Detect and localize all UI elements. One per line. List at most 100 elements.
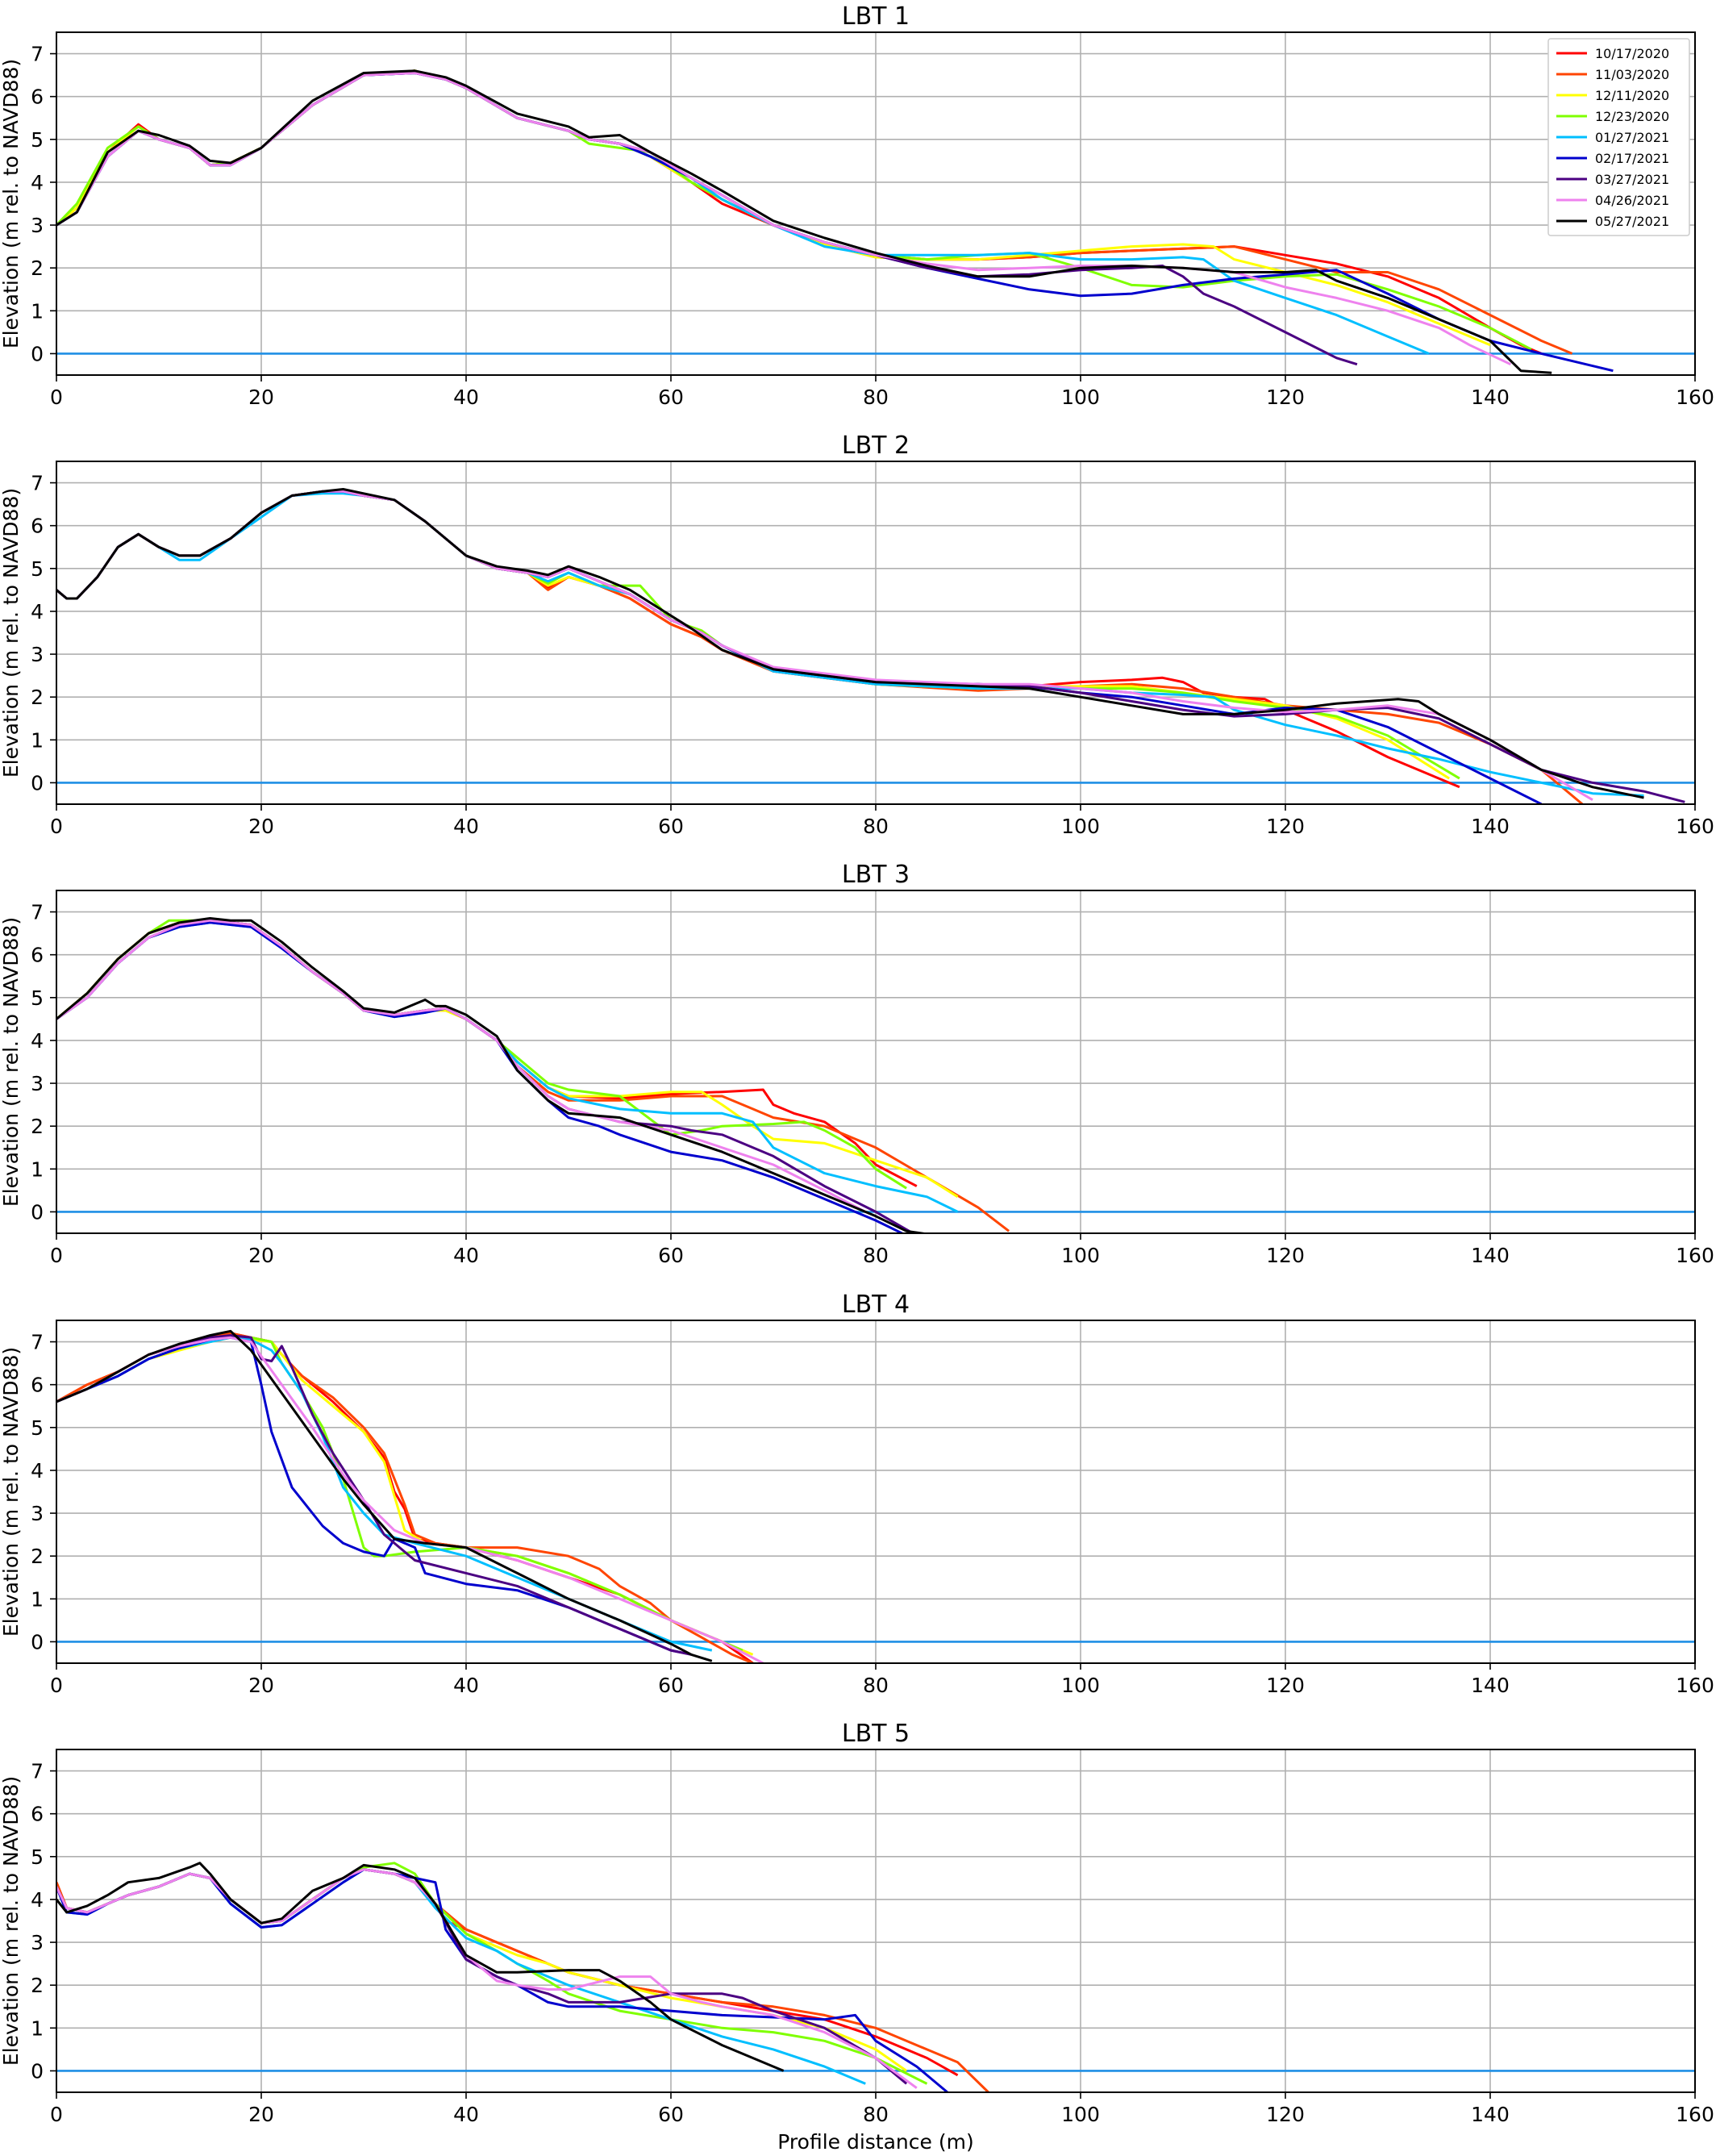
x-tick-label: 100 [1061,1244,1100,1267]
x-tick-label: 160 [1676,1674,1714,1697]
y-tick-label: 7 [31,1331,44,1354]
x-tick-label: 60 [658,1674,684,1697]
x-tick-label: 60 [658,2103,684,2126]
series-line-11-03-2020 [56,1868,989,2092]
y-tick-label: 1 [31,2016,44,2040]
y-tick-label: 2 [31,686,44,709]
y-tick-label: 4 [31,1029,44,1053]
x-tick-label: 160 [1676,2103,1714,2126]
x-tick-label: 80 [863,1244,889,1267]
x-tick-label: 120 [1266,1244,1305,1267]
y-tick-label: 6 [31,944,44,967]
x-tick-label: 140 [1471,2103,1510,2126]
y-tick-label: 4 [31,600,44,623]
y-tick-label: 5 [31,1845,44,1869]
series-line-12-11-2020 [56,69,1491,347]
x-tick-label: 160 [1676,386,1714,409]
y-axis-label: Elevation (m rel. to NAVD88) [0,488,23,778]
y-axis-label: Elevation (m rel. to NAVD88) [0,1776,23,2066]
legend-label: 12/11/2020 [1595,88,1669,103]
x-tick-label: 60 [658,1244,684,1267]
series-group [56,69,1614,374]
x-tick-label: 160 [1676,1244,1714,1267]
y-tick-label: 3 [31,1502,44,1525]
y-tick-label: 6 [31,85,44,109]
x-tick-label: 0 [50,815,63,838]
x-tick-label: 80 [863,815,889,838]
y-tick-label: 4 [31,171,44,194]
series-line-04-26-2021 [56,919,866,1213]
x-tick-label: 60 [658,815,684,838]
series-line-11-03-2020 [56,490,1584,804]
x-tick-label: 20 [248,2103,274,2126]
y-tick-label: 4 [31,1459,44,1483]
series-group [56,917,1010,1233]
y-tick-label: 0 [31,2059,44,2083]
y-axis-label: Elevation (m rel. to NAVD88) [0,917,23,1207]
y-tick-label: 1 [31,299,44,323]
x-tick-label: 140 [1471,1244,1510,1267]
x-tick-label: 140 [1471,1674,1510,1697]
y-tick-label: 5 [31,557,44,581]
x-tick-label: 20 [248,1244,274,1267]
y-tick-label: 1 [31,728,44,752]
x-tick-label: 0 [50,1244,63,1267]
series-line-03-27-2021 [56,490,1685,803]
series-line-12-11-2020 [56,919,959,1199]
y-tick-label: 2 [31,1115,44,1138]
y-tick-label: 0 [31,342,44,365]
y-tick-label: 6 [31,1374,44,1397]
x-tick-label: 120 [1266,386,1305,409]
series-line-05-27-2021 [56,69,1552,374]
legend-label: 05/27/2021 [1595,214,1669,229]
x-tick-label: 100 [1061,2103,1100,2126]
chart-title: LBT 2 [842,432,910,460]
chart-title: LBT 4 [842,1291,910,1319]
y-axis-label: Elevation (m rel. to NAVD88) [0,59,23,348]
series-line-01-27-2021 [56,1868,866,2085]
series-line-02-17-2021 [56,72,1614,373]
x-tick-label: 60 [658,386,684,409]
x-tick-label: 120 [1266,815,1305,838]
y-tick-label: 6 [31,515,44,538]
legend-label: 01/27/2021 [1595,130,1669,145]
x-tick-label: 100 [1061,386,1100,409]
series-line-10-17-2020 [56,1332,754,1663]
y-tick-label: 3 [31,1072,44,1095]
series-line-10-17-2020 [56,490,1460,789]
panel-2: 0 20 40 60 80 100 120 140 160 0 1 2 3 4 5 6 7 LBT 2 Elevat… [0,432,1714,838]
x-tick-label: 20 [248,1674,274,1697]
y-tick-label: 7 [31,43,44,66]
legend-label: 12/23/2020 [1595,109,1669,124]
series-line-05-27-2021 [56,1329,713,1662]
x-tick-label: 160 [1676,815,1714,838]
series-line-04-26-2021 [56,1868,918,2089]
x-tick-label: 0 [50,2103,63,2126]
x-tick-label: 40 [453,2103,479,2126]
series-line-03-27-2021 [56,72,1358,366]
chart-title: LBT 3 [842,861,910,889]
legend-label: 10/17/2020 [1595,46,1669,61]
series-line-02-17-2021 [56,1336,682,1654]
series-line-10-17-2020 [56,919,918,1187]
series-line-02-17-2021 [56,490,1543,804]
x-tick-label: 80 [863,2103,889,2126]
legend-label: 04/26/2021 [1595,193,1669,208]
panel-4: 0 20 40 60 80 100 120 140 160 0 1 2 3 4 5 6 7 LBT 4 Elevat… [0,1291,1714,1697]
series-group [56,1862,989,2092]
x-tick-label: 0 [50,1674,63,1697]
y-tick-label: 7 [31,472,44,495]
y-tick-label: 2 [31,256,44,280]
y-tick-label: 5 [31,1416,44,1440]
x-tick-label: 80 [863,386,889,409]
legend: 10/17/2020 11/03/2020 12/11/2020 12/23/2020… [1547,38,1690,236]
x-tick-label: 140 [1471,386,1510,409]
series-line-05-27-2021 [56,488,1644,799]
series-line-11-03-2020 [56,1332,754,1663]
series-group [56,1329,764,1663]
y-tick-label: 3 [31,643,44,666]
series-line-12-23-2020 [56,490,1460,780]
legend-box [1547,38,1690,236]
y-tick-label: 4 [31,1888,44,1912]
y-tick-label: 0 [31,1200,44,1224]
